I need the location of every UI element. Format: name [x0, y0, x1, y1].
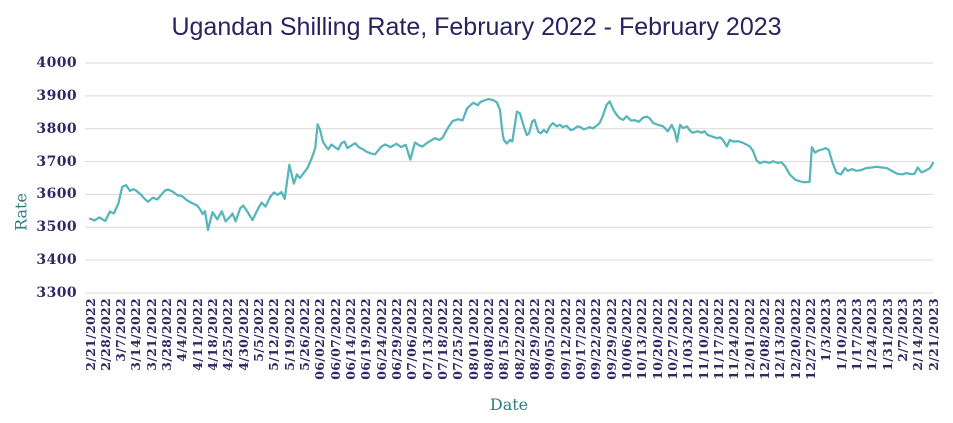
x-tick-label: 09/22/2022	[588, 298, 604, 380]
x-tick-label: 12/01/2022	[741, 298, 757, 380]
y-tick-label: 3600	[36, 186, 77, 203]
x-tick-label: 11/03/2022	[680, 298, 696, 380]
chart-title: Ugandan Shilling Rate, February 2022 - F…	[171, 13, 782, 41]
x-tick-label: 1/24/2023	[864, 298, 880, 371]
x-tick-label: 10/13/2022	[634, 298, 650, 380]
x-tick-label: 3/7/2022	[113, 298, 129, 362]
rate-line	[88, 97, 935, 232]
x-tick-label: 2/14/2023	[910, 298, 926, 371]
x-tick-label: 10/27/2022	[664, 298, 680, 380]
y-tick-label: 3400	[36, 252, 77, 269]
y-tick-label: 3500	[36, 219, 77, 236]
x-tick-label: 12/13/2022	[772, 298, 788, 380]
x-tick-label: 5/5/2022	[251, 298, 267, 362]
x-tick-label: 5/19/2022	[281, 298, 297, 371]
x-tick-label: 3/21/2022	[143, 298, 159, 371]
x-tick-label: 08/22/2022	[511, 298, 527, 380]
x-tick-label: 5/12/2022	[266, 298, 282, 371]
x-tick-label: 4/11/2022	[189, 298, 205, 371]
x-tick-label: 11/10/2022	[695, 298, 711, 380]
x-tick-label: 4/25/2022	[220, 298, 236, 371]
y-tick-label: 3300	[36, 285, 77, 301]
x-tick-label: 07/06/2022	[404, 298, 420, 380]
x-tick-label: 12/27/2022	[802, 298, 818, 380]
x-tick-label: 11/17/2022	[710, 298, 726, 380]
y-tick-label: 3900	[36, 87, 77, 104]
x-tick-label: 06/07/2022	[327, 298, 343, 380]
x-tick-label: 09/29/2022	[603, 298, 619, 380]
y-tick-label: 4000	[36, 55, 77, 71]
x-tick-label: 06/14/2022	[343, 298, 359, 380]
x-tick-label: 06/29/2022	[389, 298, 405, 380]
x-tick-label: 07/25/2022	[450, 298, 466, 380]
x-tick-label: 09/05/2022	[542, 298, 558, 380]
x-tick-label: 10/20/2022	[649, 298, 665, 380]
x-tick-label: 08/01/2022	[465, 298, 481, 380]
y-axis-title: Rate	[11, 193, 31, 231]
x-tick-label: 1/17/2023	[848, 298, 864, 371]
x-tick-label: 3/14/2022	[128, 298, 144, 371]
x-tick-label: 1/10/2023	[833, 298, 849, 371]
x-tick-label: 4/18/2022	[205, 298, 221, 371]
x-tick-label: 3/28/2022	[159, 298, 175, 371]
x-tick-label: 2/21/2022	[82, 298, 98, 371]
x-tick-label: 12/20/2022	[787, 298, 803, 380]
y-tick-label: 3800	[36, 120, 77, 137]
x-tick-label: 2/7/2023	[894, 298, 910, 362]
x-tick-label: 08/15/2022	[496, 298, 512, 380]
x-tick-label: 08/08/2022	[481, 298, 496, 380]
x-axis-title: Date	[489, 395, 529, 414]
y-tick-label: 3700	[36, 153, 77, 170]
x-tick-label: 4/30/2022	[235, 298, 251, 371]
x-tick-label: 2/28/2022	[97, 298, 113, 371]
x-tick-label: 5/26/2022	[297, 298, 313, 371]
x-tick-label: 09/17/2022	[572, 298, 588, 380]
x-tick-label: 07/13/2022	[419, 298, 435, 380]
x-tick-label: 07/18/2022	[435, 298, 451, 380]
x-tick-label: 1/31/2023	[879, 298, 895, 371]
x-tick-label: 10/06/2022	[618, 298, 634, 380]
x-tick-label: 11/24/2022	[726, 298, 742, 380]
x-tick-label: 2/21/2023	[925, 298, 941, 371]
x-tick-label: 1/3/2023	[818, 298, 834, 362]
x-tick-label: 06/24/2022	[373, 298, 389, 380]
x-tick-label: 08/29/2022	[526, 298, 542, 380]
x-tick-label: 06/19/2022	[358, 298, 374, 380]
x-tick-label: 12/08/2022	[756, 298, 772, 380]
x-tick-label: 06/02/2022	[312, 298, 328, 380]
x-tick-label: 4/4/2022	[174, 298, 190, 362]
x-tick-label: 09/12/2022	[557, 298, 573, 380]
